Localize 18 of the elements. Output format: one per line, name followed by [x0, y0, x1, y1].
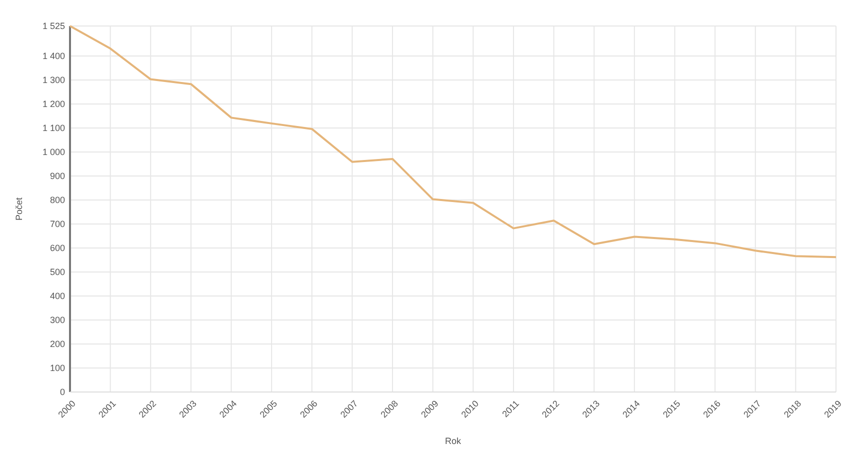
y-tick-label: 1 200 — [42, 98, 65, 109]
x-axis-title: Rok — [444, 436, 462, 446]
y-tick-label: 500 — [50, 266, 65, 277]
y-tick-label: 200 — [50, 338, 65, 349]
y-tick-label: 300 — [50, 314, 65, 325]
y-tick-label: 1 525 — [42, 20, 65, 31]
y-tick-label: 1 300 — [42, 74, 65, 85]
y-tick-label: 700 — [50, 218, 65, 229]
y-tick-label: 1 000 — [42, 146, 65, 157]
y-tick-label: 800 — [50, 194, 65, 205]
y-axis-title: Počet — [14, 196, 24, 221]
y-tick-label: 400 — [50, 290, 65, 301]
y-tick-label: 0 — [60, 386, 65, 397]
y-tick-label: 1 100 — [42, 122, 65, 133]
y-tick-label: 1 400 — [42, 50, 65, 61]
y-tick-label: 100 — [50, 362, 65, 373]
y-tick-label: 900 — [50, 170, 65, 181]
y-tick-label: 600 — [50, 242, 65, 253]
